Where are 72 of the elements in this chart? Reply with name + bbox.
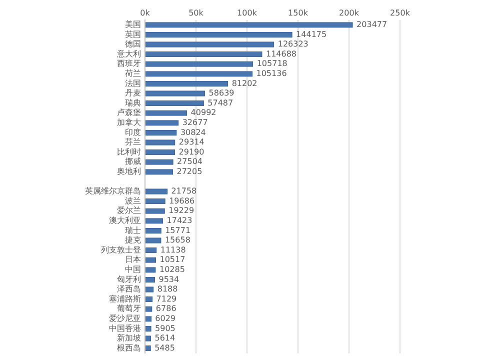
y-tick-label: 泽西岛 xyxy=(117,284,141,294)
y-tick-label: 中国香港 xyxy=(109,324,141,333)
y-tick-label: 爱尔兰 xyxy=(117,206,141,216)
data-label: 10517 xyxy=(160,255,186,264)
data-label: 29190 xyxy=(178,147,204,156)
data-label: 5905 xyxy=(155,324,176,333)
y-tick-label: 捷克 xyxy=(125,236,141,245)
data-label: 29314 xyxy=(178,138,204,147)
data-label: 5485 xyxy=(154,343,175,352)
y-tick-label: 英国 xyxy=(125,30,141,39)
x-tick-label: 50k xyxy=(188,8,204,18)
data-label: 81202 xyxy=(232,78,258,88)
data-label: 27205 xyxy=(176,166,202,176)
y-tick-label: 美国 xyxy=(125,20,141,29)
y-tick-label: 德国 xyxy=(125,40,141,49)
y-tick-label: 根西岛 xyxy=(117,343,141,352)
y-tick-label: 西班牙 xyxy=(117,59,141,68)
y-tick-label: 澳大利亚 xyxy=(109,216,141,225)
y-tick-label: 塞浦路斯 xyxy=(109,294,141,304)
y-tick-label: 瑞士 xyxy=(125,226,141,235)
data-label: 17423 xyxy=(166,216,192,225)
y-tick-label: 奥地利 xyxy=(117,166,141,176)
data-label: 105136 xyxy=(256,68,287,78)
y-tick-label: 波兰 xyxy=(125,196,141,206)
data-label: 19229 xyxy=(168,206,194,216)
y-tick-label: 加拿大 xyxy=(117,118,141,127)
y-tick-label: 意大利 xyxy=(116,49,141,58)
y-tick-label: 荷兰 xyxy=(125,68,141,78)
y-tick-label: 英属维尔京群岛 xyxy=(85,186,141,196)
data-label: 27504 xyxy=(177,157,203,166)
data-label: 126323 xyxy=(278,40,308,49)
x-tick-label: 200k xyxy=(339,8,360,18)
data-label: 203477 xyxy=(356,20,388,29)
y-tick-label: 丹麦 xyxy=(125,88,141,98)
data-label: 6786 xyxy=(156,304,176,314)
data-label: 10285 xyxy=(159,264,185,274)
data-label: 11138 xyxy=(160,245,186,254)
x-tick-label: 250k xyxy=(390,8,410,18)
y-tick-label: 印度 xyxy=(125,128,141,137)
x-tick-label: 100k xyxy=(237,8,258,18)
data-label: 105718 xyxy=(256,59,288,68)
data-label: 15771 xyxy=(165,226,191,235)
data-label: 5614 xyxy=(154,334,176,343)
y-tick-label: 爱沙尼亚 xyxy=(109,314,141,323)
y-tick-label: 中国 xyxy=(125,264,141,274)
data-label: 19686 xyxy=(169,196,195,206)
data-label: 57487 xyxy=(208,98,234,108)
data-label: 58639 xyxy=(208,88,234,98)
y-tick-label: 比利时 xyxy=(117,147,141,156)
data-label: 32677 xyxy=(182,118,208,127)
x-tick-label: 150k xyxy=(288,8,308,18)
y-tick-label: 新加坡 xyxy=(117,334,141,343)
y-tick-label: 列支敦士登 xyxy=(101,245,141,254)
data-label: 7129 xyxy=(156,294,177,304)
y-tick-label: 瑞典 xyxy=(125,98,141,108)
data-label: 30824 xyxy=(180,128,206,137)
data-label: 21758 xyxy=(171,186,197,196)
data-label: 40992 xyxy=(190,108,216,118)
y-tick-label: 卢森堡 xyxy=(117,108,141,118)
x-tick-label: 0k xyxy=(140,8,150,18)
data-label: 8188 xyxy=(157,284,178,294)
y-tick-label: 日本 xyxy=(125,255,141,264)
data-label: 114688 xyxy=(266,49,297,58)
data-label: 15658 xyxy=(164,236,190,245)
y-tick-label: 匈牙利 xyxy=(117,274,141,284)
data-label: 144175 xyxy=(296,30,327,39)
y-tick-label: 挪威 xyxy=(125,157,141,166)
y-tick-label: 葡萄牙 xyxy=(117,304,141,314)
y-tick-label: 法国 xyxy=(125,78,141,88)
data-label: 6029 xyxy=(155,314,176,323)
y-tick-label: 芬兰 xyxy=(125,138,141,147)
data-label: 9534 xyxy=(158,274,180,284)
